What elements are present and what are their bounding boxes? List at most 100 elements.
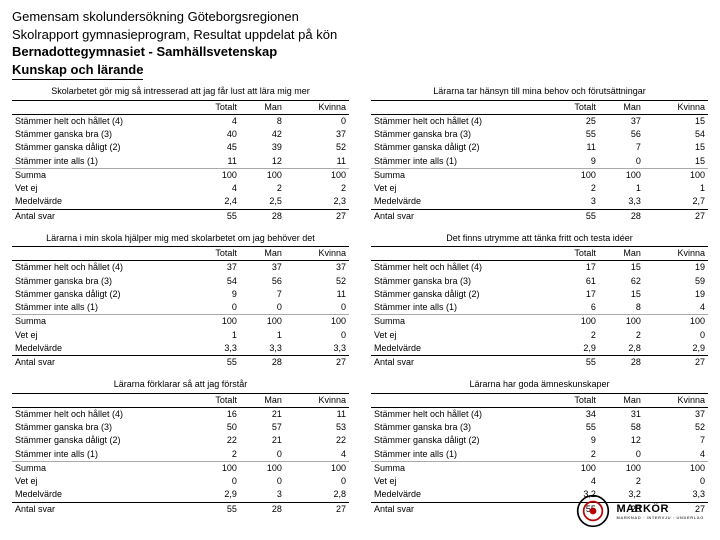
cell: 0 bbox=[240, 475, 285, 488]
cell: 62 bbox=[599, 275, 644, 288]
col-kvinna: Kvinna bbox=[285, 394, 349, 408]
table-row: Stämmer inte alls (1)111211 bbox=[12, 155, 349, 169]
logo: MARKÖR MARKNAD · INTERVJU · UNDERLAG bbox=[576, 494, 704, 528]
data-table: Lärarna förklarar så att jag förstårTota… bbox=[12, 379, 349, 516]
cell: 2,9 bbox=[644, 342, 708, 356]
cell: 0 bbox=[644, 475, 708, 488]
cell: 0 bbox=[599, 155, 644, 169]
cell: 2,7 bbox=[644, 195, 708, 209]
cell: 11 bbox=[285, 407, 349, 421]
table-row: Stämmer ganska dåligt (2)9711 bbox=[12, 288, 349, 301]
row-label: Vet ej bbox=[371, 329, 546, 342]
cell: 28 bbox=[599, 209, 644, 223]
cell: 100 bbox=[285, 168, 349, 182]
cell: 100 bbox=[187, 315, 240, 329]
col-total: Totalt bbox=[187, 101, 240, 115]
cell: 37 bbox=[240, 261, 285, 275]
cell: 22 bbox=[187, 434, 240, 447]
table-row: Stämmer helt och hållet (4)343137 bbox=[371, 407, 708, 421]
col-man: Man bbox=[240, 101, 285, 115]
col-kvinna: Kvinna bbox=[285, 101, 349, 115]
table-row: Summa100100100 bbox=[371, 461, 708, 475]
cell: 27 bbox=[285, 502, 349, 516]
table-row: Vet ej422 bbox=[12, 182, 349, 195]
col-blank bbox=[12, 247, 187, 261]
cell: 40 bbox=[187, 128, 240, 141]
cell: 2 bbox=[240, 182, 285, 195]
col-man: Man bbox=[599, 394, 644, 408]
row-label: Vet ej bbox=[371, 182, 546, 195]
logo-brand: MARKÖR bbox=[616, 503, 704, 515]
cell: 11 bbox=[285, 288, 349, 301]
row-label: Stämmer helt och hållet (4) bbox=[371, 261, 546, 275]
cell: 9 bbox=[187, 288, 240, 301]
row-label: Antal svar bbox=[12, 502, 187, 516]
row-label: Summa bbox=[371, 168, 546, 182]
col-total: Totalt bbox=[546, 101, 599, 115]
cell: 2,9 bbox=[187, 488, 240, 502]
table-title: Det finns utrymme att tänka fritt och te… bbox=[371, 233, 708, 247]
cell: 21 bbox=[240, 407, 285, 421]
cell: 3,3 bbox=[285, 342, 349, 356]
table-row: Medelvärde2,42,52,3 bbox=[12, 195, 349, 209]
table-row: Stämmer ganska dåligt (2)222122 bbox=[12, 434, 349, 447]
row-label: Vet ej bbox=[12, 182, 187, 195]
header-line-2: Skolrapport gymnasieprogram, Resultat up… bbox=[12, 26, 708, 44]
cell: 50 bbox=[187, 421, 240, 434]
row-label: Summa bbox=[12, 461, 187, 475]
cell: 100 bbox=[187, 168, 240, 182]
row-label: Stämmer inte alls (1) bbox=[371, 448, 546, 462]
cell: 19 bbox=[644, 261, 708, 275]
cell: 100 bbox=[644, 168, 708, 182]
table-row: Stämmer ganska bra (3)545652 bbox=[12, 275, 349, 288]
table-row: Stämmer ganska dåligt (2)171519 bbox=[371, 288, 708, 301]
cell: 2,5 bbox=[240, 195, 285, 209]
cell: 28 bbox=[240, 502, 285, 516]
col-total: Totalt bbox=[187, 247, 240, 261]
row-label: Stämmer ganska bra (3) bbox=[12, 128, 187, 141]
cell: 54 bbox=[187, 275, 240, 288]
cell: 1 bbox=[599, 182, 644, 195]
row-label: Summa bbox=[12, 315, 187, 329]
table-row: Stämmer ganska bra (3)616259 bbox=[371, 275, 708, 288]
cell: 2 bbox=[546, 182, 599, 195]
table-row: Vet ej420 bbox=[371, 475, 708, 488]
row-label: Antal svar bbox=[371, 209, 546, 223]
cell: 2,8 bbox=[285, 488, 349, 502]
cell: 28 bbox=[240, 356, 285, 370]
table-row: Stämmer ganska dåligt (2)453952 bbox=[12, 141, 349, 154]
cell: 2,4 bbox=[187, 195, 240, 209]
cell: 52 bbox=[644, 421, 708, 434]
table-title: Skolarbetet gör mig så intresserad att j… bbox=[12, 86, 349, 100]
cell: 7 bbox=[240, 288, 285, 301]
cell: 11 bbox=[285, 155, 349, 169]
data-table: Det finns utrymme att tänka fritt och te… bbox=[371, 233, 708, 370]
cell: 0 bbox=[644, 329, 708, 342]
cell: 3,3 bbox=[599, 195, 644, 209]
cell: 100 bbox=[187, 461, 240, 475]
cell: 37 bbox=[187, 261, 240, 275]
cell: 17 bbox=[546, 261, 599, 275]
cell: 25 bbox=[546, 114, 599, 128]
table-row: Stämmer inte alls (1)684 bbox=[371, 301, 708, 315]
row-label: Stämmer helt och hållet (4) bbox=[371, 114, 546, 128]
cell: 1 bbox=[187, 329, 240, 342]
row-label: Stämmer ganska dåligt (2) bbox=[12, 434, 187, 447]
table-row: Antal svar552827 bbox=[12, 209, 349, 223]
cell: 27 bbox=[644, 209, 708, 223]
table-row: Stämmer ganska dåligt (2)11715 bbox=[371, 141, 708, 154]
col-blank bbox=[371, 394, 546, 408]
row-label: Stämmer ganska dåligt (2) bbox=[371, 288, 546, 301]
row-label: Stämmer inte alls (1) bbox=[12, 448, 187, 462]
table-row: Stämmer inte alls (1)204 bbox=[12, 448, 349, 462]
col-kvinna: Kvinna bbox=[285, 247, 349, 261]
cell: 53 bbox=[285, 421, 349, 434]
cell: 2 bbox=[599, 475, 644, 488]
table-row: Medelvärde3,33,33,3 bbox=[12, 342, 349, 356]
row-label: Stämmer inte alls (1) bbox=[12, 301, 187, 315]
row-label: Stämmer ganska dåligt (2) bbox=[12, 288, 187, 301]
cell: 2 bbox=[546, 448, 599, 462]
table-row: Antal svar552827 bbox=[371, 209, 708, 223]
table-row: Stämmer ganska bra (3)404237 bbox=[12, 128, 349, 141]
cell: 0 bbox=[599, 448, 644, 462]
